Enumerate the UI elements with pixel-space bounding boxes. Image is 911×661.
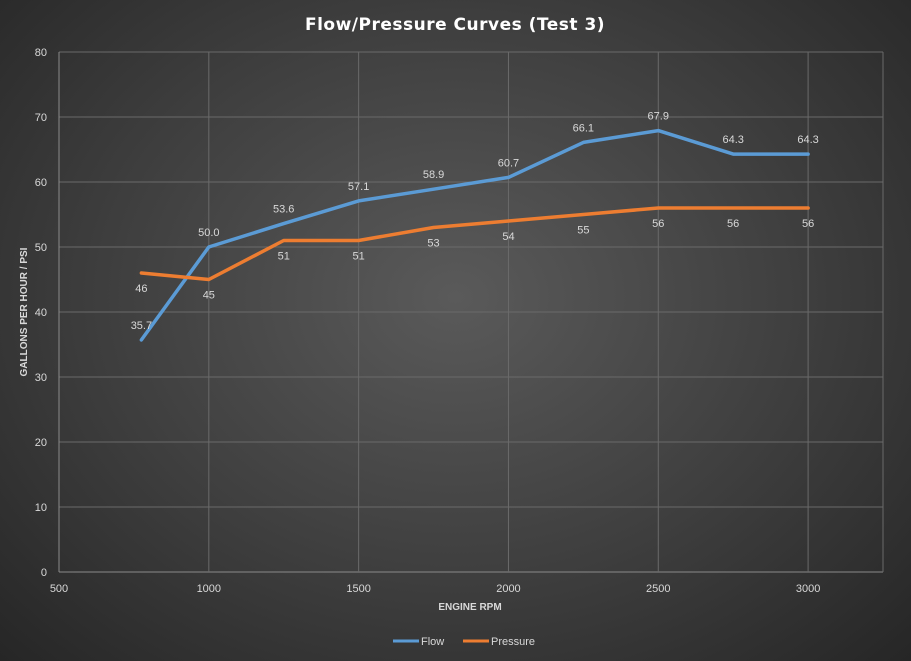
data-label-flow: 60.7 [498, 157, 519, 169]
legend-label-flow: Flow [421, 636, 444, 648]
data-label-pressure: 51 [353, 251, 365, 263]
data-label-flow: 64.3 [722, 134, 743, 146]
y-tick-label: 80 [35, 47, 47, 59]
axes: 0 10 20 30 40 50 60 70 80 500 1000 1500 2000 2500 3000 [35, 47, 821, 595]
y-tick-label: 40 [35, 307, 47, 319]
y-tick-label: 20 [35, 437, 47, 449]
data-label-pressure: 51 [278, 251, 290, 263]
series-lines [139, 128, 810, 342]
data-label-flow: 35.7 [131, 320, 152, 332]
y-tick-label: 0 [41, 567, 47, 579]
data-label-pressure: 45 [203, 290, 215, 302]
y-tick-label: 10 [35, 502, 47, 514]
y-tick-label: 60 [35, 177, 47, 189]
data-label-pressure: 55 [577, 225, 589, 237]
data-label-pressure: 46 [135, 283, 147, 295]
data-label-flow: 66.1 [573, 122, 594, 134]
data-label-flow: 50.0 [198, 227, 219, 239]
x-tick-label: 1500 [346, 583, 370, 595]
data-labels: 35.7 50.0 53.6 57.1 58.9 60.7 66.1 67.9 64.3 64.3… [131, 111, 819, 332]
legend: Flow Pressure [393, 636, 535, 648]
data-label-pressure: 56 [652, 218, 664, 230]
data-label-pressure: 56 [802, 218, 814, 230]
series-line-pressure [139, 206, 810, 282]
x-tick-label: 3000 [796, 583, 820, 595]
legend-label-pressure: Pressure [491, 636, 535, 648]
data-label-flow: 57.1 [348, 181, 369, 193]
y-tick-label: 30 [35, 372, 47, 384]
y-tick-label: 70 [35, 112, 47, 124]
data-label-flow: 64.3 [797, 134, 818, 146]
x-tick-label: 500 [50, 583, 68, 595]
y-axis-title: GALLONS PER HOUR / PSI [19, 247, 30, 376]
x-axis-title: ENGINE RPM [438, 602, 501, 613]
x-tick-label: 2500 [646, 583, 670, 595]
series-line-flow [139, 128, 810, 342]
gridlines [58, 51, 884, 573]
data-label-pressure: 54 [502, 231, 514, 243]
data-label-flow: 53.6 [273, 204, 294, 216]
x-tick-label: 2000 [496, 583, 520, 595]
data-label-flow: 67.9 [648, 111, 669, 123]
chart-title: Flow/Pressure Curves (Test 3) [305, 15, 605, 35]
data-label-pressure: 53 [427, 238, 439, 250]
data-label-flow: 58.9 [423, 169, 444, 181]
data-label-pressure: 56 [727, 218, 739, 230]
y-tick-label: 50 [35, 242, 47, 254]
x-tick-label: 1000 [197, 583, 221, 595]
